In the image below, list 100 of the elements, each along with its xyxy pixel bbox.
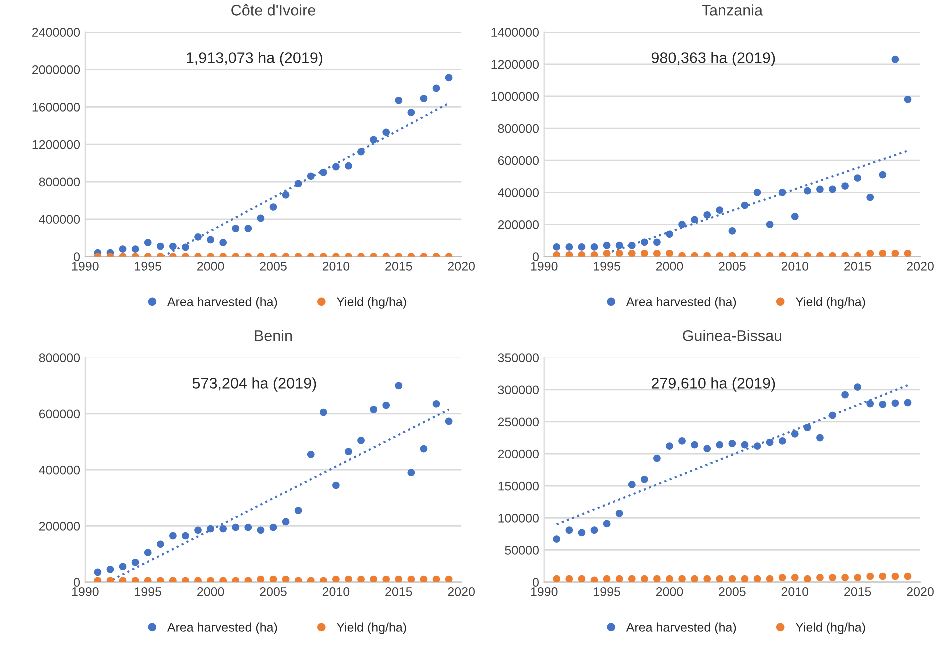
- point: [892, 56, 900, 64]
- point: [156, 242, 164, 250]
- annotation: 1,913,073 ha (2019): [187, 52, 323, 66]
- point: [691, 575, 698, 582]
- point: [640, 250, 648, 257]
- point: [829, 412, 836, 420]
- point: [220, 239, 228, 246]
- point: [904, 572, 912, 580]
- point: [628, 242, 636, 250]
- point: [270, 204, 278, 211]
- x-tick-label: 1990: [531, 262, 558, 271]
- point: [358, 436, 365, 444]
- point: [432, 576, 440, 582]
- point: [842, 574, 849, 582]
- x-tick-label: 2005: [719, 262, 746, 271]
- point: [232, 225, 240, 232]
- x-tick-label: 1990: [72, 587, 99, 596]
- point: [294, 180, 302, 188]
- point: [892, 400, 900, 408]
- point: [358, 576, 365, 582]
- x-tick-label: 2005: [260, 587, 287, 596]
- point: [640, 575, 648, 582]
- point: [119, 563, 127, 571]
- y-tick-label: 50000: [505, 546, 540, 555]
- y-tick-label: 200000: [498, 220, 540, 230]
- point: [791, 430, 799, 438]
- point: [445, 418, 453, 426]
- point: [816, 434, 824, 442]
- point: [553, 536, 561, 544]
- point: [132, 558, 140, 566]
- point: [904, 250, 912, 257]
- annotation: 980,363 ha (2019): [652, 52, 776, 66]
- y-tick-label: 2400000: [32, 28, 80, 37]
- point: [432, 400, 440, 408]
- y-tick-label: 1000000: [492, 92, 540, 102]
- point: [842, 182, 849, 190]
- y-tick-label: 250000: [498, 418, 540, 427]
- y-tick-label: 1200000: [492, 60, 540, 70]
- point: [728, 440, 736, 448]
- chart-title: Guinea-Bissau: [683, 330, 782, 342]
- point: [691, 216, 698, 224]
- x-tick-label: 1990: [531, 587, 558, 596]
- point: [879, 400, 887, 408]
- point: [778, 438, 786, 445]
- point: [854, 384, 862, 392]
- point: [194, 526, 202, 534]
- point: [678, 438, 686, 445]
- point: [741, 202, 749, 210]
- point: [294, 507, 302, 514]
- legend-label: Yield (hg/ha): [796, 622, 866, 634]
- y-tick-label: 0: [74, 578, 80, 587]
- point: [866, 250, 874, 257]
- point: [904, 96, 912, 104]
- point: [804, 424, 812, 432]
- point: [244, 225, 252, 232]
- point: [904, 399, 912, 407]
- x-tick-label: 2020: [907, 587, 934, 596]
- point: [566, 526, 574, 534]
- chart-title: Benin: [255, 330, 292, 342]
- point: [220, 525, 228, 533]
- point: [628, 250, 636, 257]
- point: [370, 406, 378, 414]
- x-tick-label: 2010: [782, 587, 809, 596]
- point: [640, 476, 648, 484]
- x-tick-label: 1995: [594, 262, 620, 271]
- y-tick-label: 800000: [498, 124, 540, 134]
- point: [270, 524, 278, 532]
- y-tick-label: 800000: [39, 354, 80, 362]
- point: [691, 441, 698, 449]
- point: [816, 574, 824, 582]
- y-tick-label: 350000: [498, 354, 540, 362]
- point: [666, 250, 674, 257]
- point: [382, 576, 390, 582]
- point: [144, 549, 152, 557]
- point: [866, 194, 874, 202]
- point: [892, 572, 900, 580]
- point: [408, 469, 416, 477]
- point: [307, 450, 315, 458]
- point: [270, 576, 278, 582]
- point: [144, 239, 152, 246]
- point: [766, 438, 774, 446]
- y-tick-label: 400000: [498, 188, 540, 198]
- point: [678, 221, 686, 228]
- point: [616, 250, 624, 257]
- y-tick-label: 2000000: [32, 66, 80, 74]
- y-tick-label: 400000: [39, 466, 80, 475]
- point: [408, 109, 416, 116]
- y-tick-label: 1400000: [492, 28, 540, 37]
- point: [578, 244, 586, 251]
- x-tick-label: 2000: [656, 587, 684, 596]
- point: [741, 575, 749, 582]
- legend-label: Area harvested (ha): [167, 297, 278, 309]
- point: [566, 244, 574, 251]
- point: [754, 189, 762, 196]
- point: [829, 574, 836, 582]
- point: [232, 524, 240, 532]
- x-tick-label: 2010: [322, 587, 350, 596]
- point: [182, 532, 190, 540]
- point: [382, 402, 390, 410]
- point: [766, 575, 774, 582]
